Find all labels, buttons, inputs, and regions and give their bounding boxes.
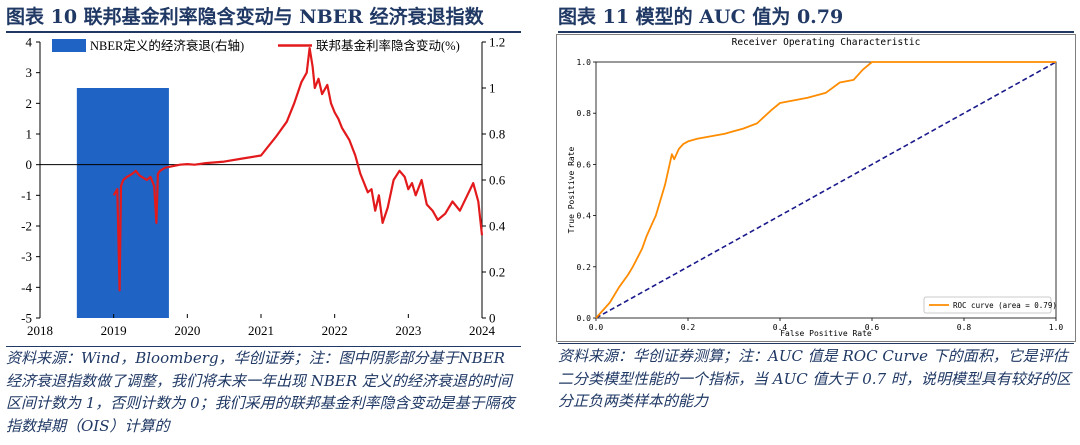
roc-figure-border <box>556 34 1076 342</box>
roc-legend-box <box>923 296 1052 314</box>
roc-x-tick-label: 1.0 <box>1049 323 1064 332</box>
right-y-tick-label: 0.8 <box>489 127 505 142</box>
right-y-tick-label: 0.2 <box>489 265 505 280</box>
right-figure-title: 图表 11 模型的 AUC 值为 0.79 <box>558 6 844 28</box>
roc-y-tick-label: 1.0 <box>577 58 592 67</box>
roc-y-tick-label: 0.6 <box>577 160 592 169</box>
roc-x-tick-label: 0.2 <box>681 323 696 332</box>
left-y-tick-label: 3 <box>26 65 33 80</box>
legend-line-label: 联邦基金利率隐含变动(%) <box>316 38 460 53</box>
recession-bar <box>76 88 169 318</box>
right-source-note: 资料来源：华创证券测算；注：AUC 值是 ROC Curve 下的面积，它是评估… <box>558 347 1071 410</box>
left-y-tick-label: 1 <box>26 127 33 142</box>
left-y-tick-label: -1 <box>21 188 32 203</box>
left-y-tick-label: 4 <box>26 35 33 50</box>
fed-funds-nber-chart: 4 3 2 1 0 -1 -2 -3 -4 -5 1.2 1 0.8 0.6 0.4 0.2 0 2018 2019… <box>21 35 506 339</box>
x-tick-label: 2022 <box>322 323 348 338</box>
right-source-rule <box>558 343 1074 344</box>
fed-funds-line <box>112 47 484 292</box>
left-y-tick-label: 0 <box>26 157 33 172</box>
left-title-rule <box>6 31 521 33</box>
x-tick-label: 2021 <box>248 323 274 338</box>
roc-y-tick-label: 0.2 <box>577 263 592 272</box>
x-tick-label: 2018 <box>27 323 53 338</box>
legend-bar-label: NBER定义的经济衰退(右轴) <box>90 38 244 53</box>
roc-y-tick-label: 0.0 <box>577 314 592 323</box>
x-tick-label: 2024 <box>469 323 496 338</box>
roc-y-tick-label: 0.8 <box>577 109 592 118</box>
roc-curve-chart: Receiver Operating Characteristic 0.0 0.2 0… <box>556 34 1076 342</box>
right-y-tick-label: 0.4 <box>489 219 506 234</box>
roc-y-tick-label: 0.4 <box>577 212 592 221</box>
roc-legend-label: ROC curve (area = 0.79) <box>953 301 1057 310</box>
roc-x-tick-label: 0.8 <box>957 323 972 332</box>
left-y-tick-label: -2 <box>21 219 32 234</box>
left-y-tick-label: -3 <box>21 249 32 264</box>
left-y-tick-label: 2 <box>26 96 33 111</box>
right-y-tick-label: 1 <box>489 81 496 96</box>
left-source-rule <box>6 346 521 347</box>
roc-x-tick-label: 0.0 <box>589 323 604 332</box>
right-y-tick-label: 0.6 <box>489 173 506 188</box>
left-figure-title: 图表 10 联邦基金利率隐含变动与 NBER 经济衰退指数 <box>6 6 484 28</box>
left-y-tick-label: -4 <box>21 280 32 295</box>
roc-title: Receiver Operating Characteristic <box>732 37 921 48</box>
left-legend: NBER定义的经济衰退(右轴) 联邦基金利率隐含变动(%) <box>52 38 460 53</box>
x-tick-label: 2019 <box>101 323 127 338</box>
roc-legend: ROC curve (area = 0.79) <box>923 296 1057 314</box>
left-y-tick-label: -5 <box>21 311 32 326</box>
x-tick-label: 2023 <box>395 323 421 338</box>
x-tick-label: 2020 <box>174 323 200 338</box>
right-title-rule <box>558 31 1074 33</box>
roc-x-axis-label: False Positive Rate <box>780 329 872 338</box>
roc-y-axis-label: True Positive Rate <box>567 146 576 233</box>
roc-x-tick-label: 0.4 <box>773 323 788 332</box>
left-source-note: 资料来源：Wind，Bloomberg，华创证券；注：图中阴影部分基于NBER … <box>6 349 515 435</box>
roc-plot-frame <box>595 61 1057 319</box>
roc-curve-line <box>595 61 1056 319</box>
roc-x-tick-label: 0.6 <box>865 323 880 332</box>
legend-bar-swatch <box>52 39 86 52</box>
right-y-tick-label: 1.2 <box>489 35 505 50</box>
right-y-tick-label: 0 <box>489 311 496 326</box>
